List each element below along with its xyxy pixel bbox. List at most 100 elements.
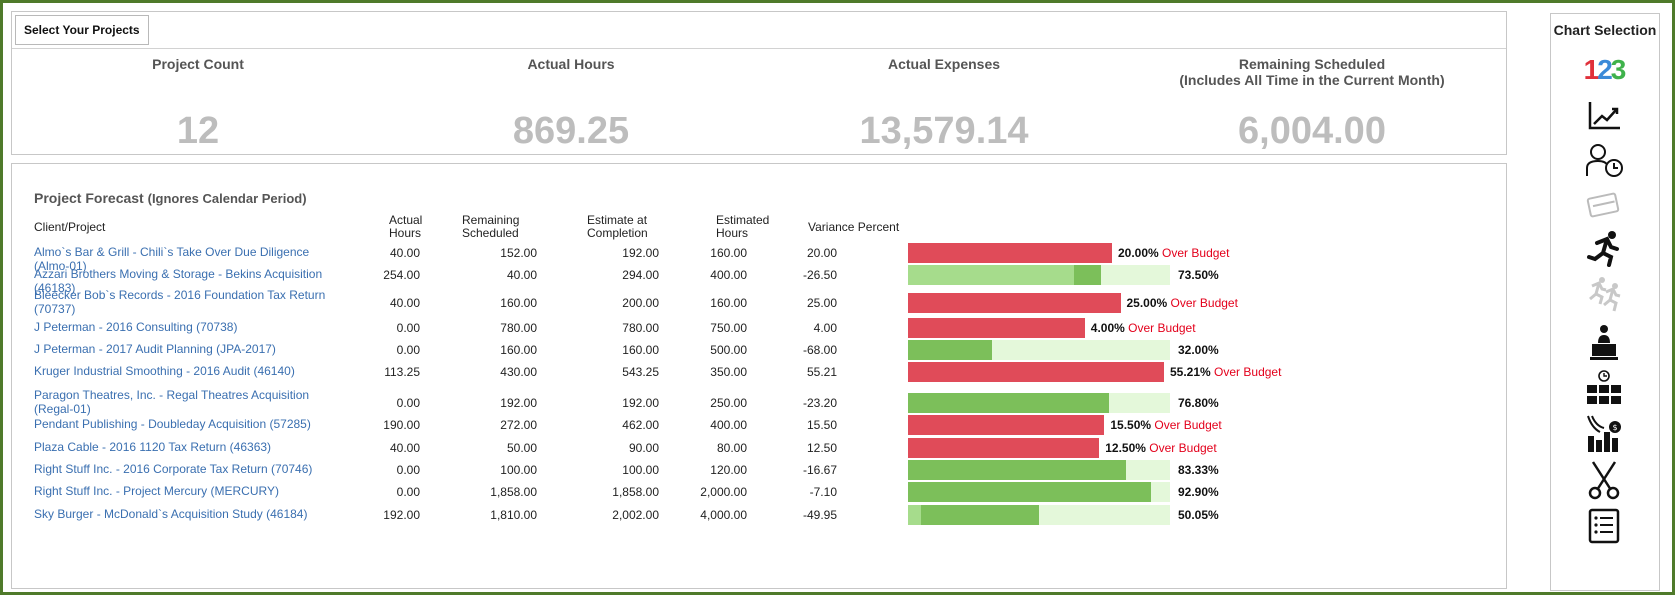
variance-percent-text: 83.33% xyxy=(1178,463,1219,477)
table-row: J Peterman - 2017 Audit Planning (JPA-20… xyxy=(12,340,1506,360)
actual-hours-cell: 40.00 xyxy=(389,296,420,310)
variance-percent-cell: -7.10 xyxy=(809,485,837,499)
over-budget-bar xyxy=(908,438,1100,458)
table-row: J Peterman - 2016 Consulting (70738) 0.00… xyxy=(12,318,1506,338)
metric-actual-hours: Actual Hours 869.25 xyxy=(386,56,756,153)
variance-percent-cell: -16.67 xyxy=(802,463,837,477)
variance-label: 83.33% xyxy=(1178,463,1219,477)
over-budget-bar xyxy=(908,415,1105,435)
estimated-hours-cell: 750.00 xyxy=(710,321,747,335)
variance-label: 15.50% Over Budget xyxy=(1110,418,1221,432)
variance-percent-cell: -68.00 xyxy=(802,343,837,357)
estimated-hours-cell: 80.00 xyxy=(716,441,747,455)
numbers-icon-3: 3 xyxy=(1610,54,1627,85)
over-budget-text: Over Budget xyxy=(1162,246,1230,260)
table-row: Kruger Industrial Smoothing - 2016 Audit… xyxy=(12,362,1506,382)
estimate-at-completion-cell: 160.00 xyxy=(622,343,659,357)
remaining-bar xyxy=(908,340,992,360)
header-estimate-at-completion: Estimate at Completion xyxy=(587,213,648,240)
numbers-icon[interactable]: 123 xyxy=(1580,50,1628,90)
budget-bar-track xyxy=(908,393,1170,413)
remaining-scheduled-cell: 40.00 xyxy=(506,268,537,282)
forecast-subtitle: (Ignores Calendar Period) xyxy=(147,191,307,206)
variance-percent-text: 73.50% xyxy=(1178,268,1219,282)
estimate-at-completion-cell: 2,002.00 xyxy=(612,508,659,522)
remaining-scheduled-cell: 1,858.00 xyxy=(490,485,537,499)
forecast-title: Project Forecast (Ignores Calendar Perio… xyxy=(34,190,307,206)
remaining-scheduled-cell: 160.00 xyxy=(500,343,537,357)
person-clock-icon[interactable] xyxy=(1580,140,1628,180)
variance-percent-cell: -23.20 xyxy=(802,396,837,410)
estimate-at-completion-cell: 462.00 xyxy=(622,418,659,432)
project-link[interactable]: Kruger Industrial Smoothing - 2016 Audit… xyxy=(34,364,295,378)
remaining-scheduled-cell: 430.00 xyxy=(500,365,537,379)
metric-label: Remaining Scheduled (Includes All Time i… xyxy=(1179,56,1445,88)
variance-percent-cell: 4.00 xyxy=(813,321,837,335)
summary-panel: Select Your Projects Project Count 12 Ac… xyxy=(11,11,1507,155)
remaining-scheduled-cell: 780.00 xyxy=(500,321,537,335)
header-variance-percent: Variance Percent xyxy=(808,220,900,234)
project-link[interactable]: J Peterman - 2016 Consulting (70738) xyxy=(34,320,238,334)
metric-value: 6,004.00 xyxy=(1238,110,1386,152)
project-link[interactable]: Azzari Brothers Moving & Storage - Bekin… xyxy=(34,267,323,295)
project-link[interactable]: Plaza Cable - 2016 1120 Tax Return (4636… xyxy=(34,440,272,454)
runners-icon[interactable] xyxy=(1580,274,1628,314)
actual-hours-cell: 0.00 xyxy=(396,485,420,499)
line-chart-icon[interactable] xyxy=(1580,96,1628,136)
runner-icon[interactable] xyxy=(1580,228,1628,268)
metric-label: Project Count xyxy=(152,56,244,72)
bar-chart-dollar-icon[interactable]: $ xyxy=(1580,414,1628,454)
remaining-bar xyxy=(908,393,1110,413)
variance-percent-cell: -49.95 xyxy=(802,508,837,522)
project-link[interactable]: Sky Burger - McDonald`s Acquisition Stud… xyxy=(34,507,308,521)
actual-hours-cell: 190.00 xyxy=(383,418,420,432)
estimated-hours-cell: 4,000.00 xyxy=(700,508,747,522)
variance-percent-text: 4.00% xyxy=(1090,321,1125,335)
project-link[interactable]: Right Stuff Inc. - Project Mercury (MERC… xyxy=(34,484,279,498)
header-remaining-scheduled: Remaining Scheduled xyxy=(462,213,520,240)
over-budget-text: Over Budget xyxy=(1170,296,1238,310)
budget-bar-track xyxy=(908,340,1170,360)
metric-remaining-scheduled: Remaining Scheduled (Includes All Time i… xyxy=(1127,56,1497,153)
meeting-clock-icon[interactable] xyxy=(1580,368,1628,408)
estimated-hours-cell: 400.00 xyxy=(710,268,747,282)
variance-percent-text: 76.80% xyxy=(1178,396,1219,410)
chart-selection-panel: Chart Selection 123 $ xyxy=(1550,13,1660,591)
remaining-scheduled-cell: 1,810.00 xyxy=(490,508,537,522)
project-link[interactable]: Bleecker Bob`s Records - 2016 Foundation… xyxy=(34,288,326,316)
over-budget-bar xyxy=(908,318,1085,338)
estimate-at-completion-cell: 780.00 xyxy=(622,321,659,335)
variance-percent-cell: 20.00 xyxy=(806,246,837,260)
variance-percent-cell: 55.21 xyxy=(806,365,837,379)
actual-hours-cell: 40.00 xyxy=(389,246,420,260)
variance-label: 4.00% Over Budget xyxy=(1091,321,1196,335)
presenter-icon[interactable] xyxy=(1580,322,1628,362)
variance-label: 12.50% Over Budget xyxy=(1105,441,1216,455)
estimate-at-completion-cell: 200.00 xyxy=(622,296,659,310)
variance-percent-text: 12.50% xyxy=(1105,441,1146,455)
variance-percent-text: 50.05% xyxy=(1178,508,1219,522)
list-icon[interactable] xyxy=(1580,506,1628,546)
actual-hours-cell: 40.00 xyxy=(389,441,420,455)
estimate-at-completion-cell: 100.00 xyxy=(622,463,659,477)
forecast-title-text: Project Forecast xyxy=(34,190,144,206)
select-projects-button[interactable]: Select Your Projects xyxy=(15,15,149,45)
actual-hours-cell: 192.00 xyxy=(383,508,420,522)
project-link[interactable]: Pendant Publishing - Doubleday Acquisiti… xyxy=(34,417,311,431)
variance-label: 32.00% xyxy=(1178,343,1219,357)
variance-percent-text: 92.90% xyxy=(1178,485,1219,499)
project-link[interactable]: Almo`s Bar & Grill - Chili`s Take Over D… xyxy=(34,245,310,273)
payment-icon[interactable] xyxy=(1580,184,1628,224)
metric-actual-expenses: Actual Expenses 13,579.14 xyxy=(759,56,1129,153)
estimated-hours-cell: 250.00 xyxy=(710,396,747,410)
table-row: Right Stuff Inc. - Project Mercury (MERC… xyxy=(12,482,1506,502)
table-row: Bleecker Bob`s Records - 2016 Foundation… xyxy=(12,288,1506,318)
project-link[interactable]: Paragon Theatres, Inc. - Regal Theatres … xyxy=(34,388,310,416)
project-link[interactable]: Right Stuff Inc. - 2016 Corporate Tax Re… xyxy=(34,462,313,476)
actual-hours-cell: 0.00 xyxy=(396,343,420,357)
remaining-scheduled-cell: 160.00 xyxy=(500,296,537,310)
over-budget-bar xyxy=(908,293,1121,313)
scissors-icon[interactable] xyxy=(1580,460,1628,500)
table-row: Pendant Publishing - Doubleday Acquisiti… xyxy=(12,415,1506,435)
project-link[interactable]: J Peterman - 2017 Audit Planning (JPA-20… xyxy=(34,342,276,356)
